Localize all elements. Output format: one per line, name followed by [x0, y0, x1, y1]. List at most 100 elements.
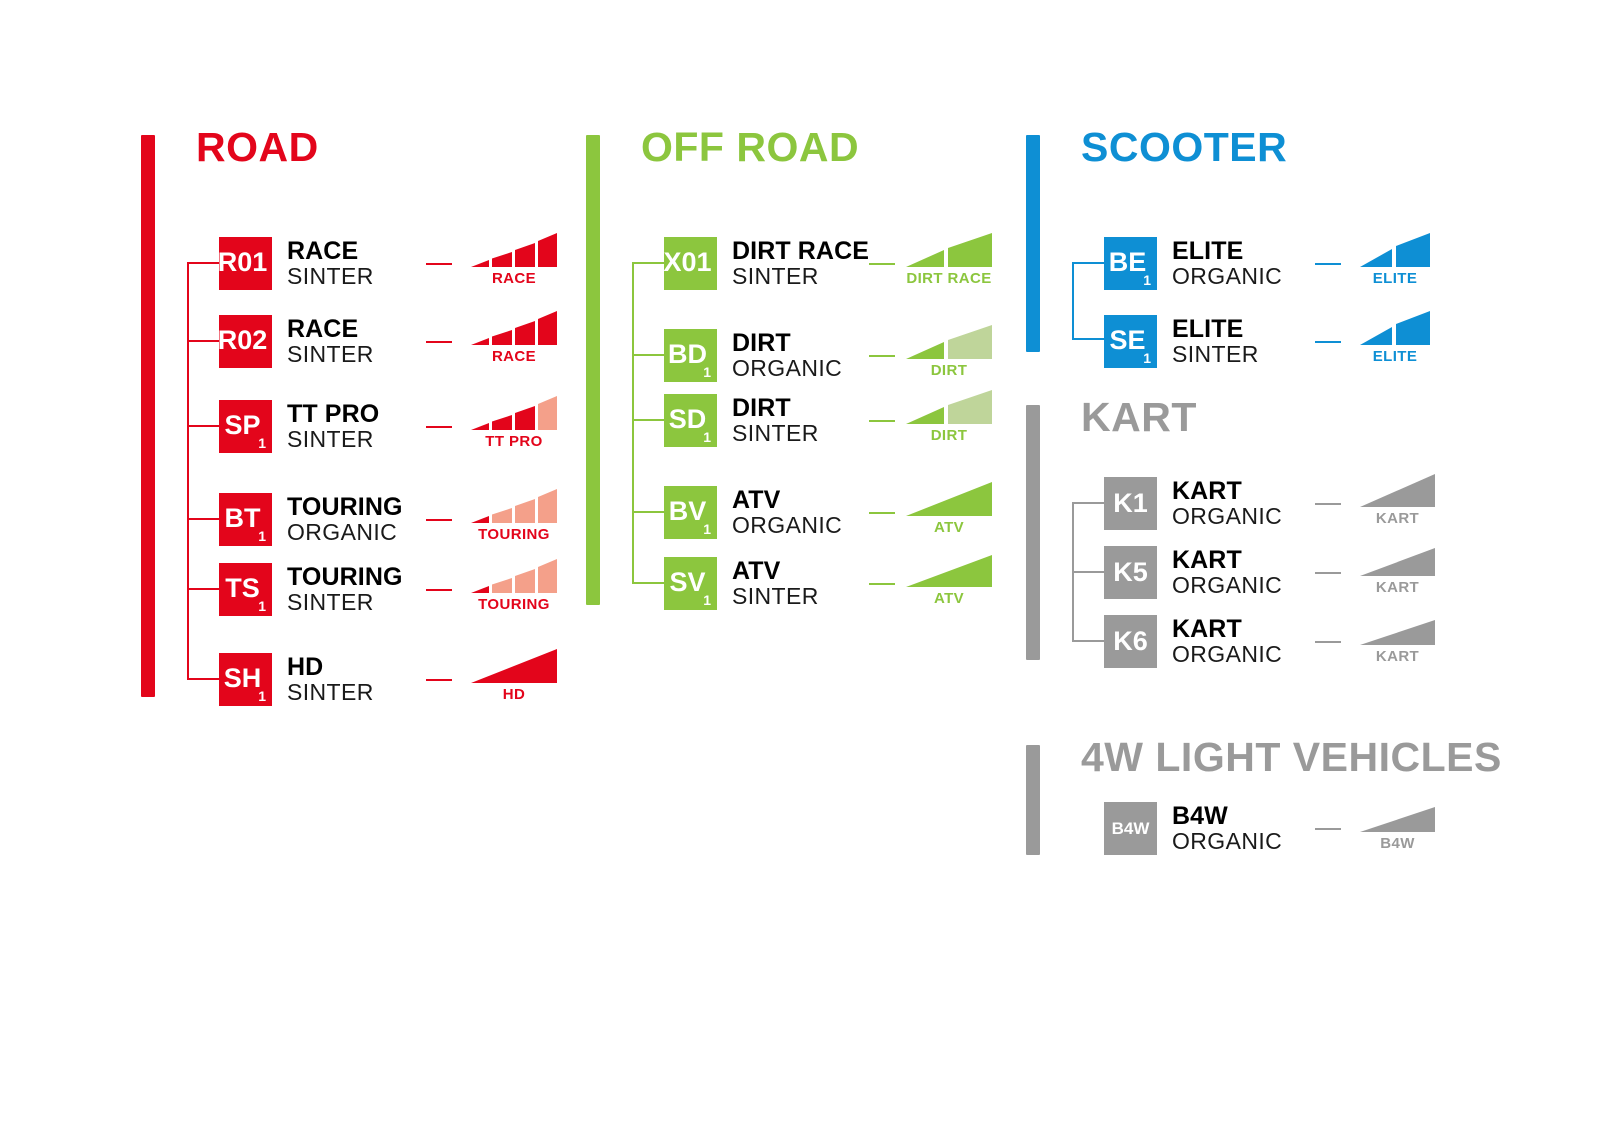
- product-code-badge[interactable]: R02: [217, 315, 272, 368]
- product-names: ATV ORGANIC: [732, 486, 842, 539]
- product-material: ORGANIC: [287, 519, 398, 545]
- product-code-suffix: 1: [258, 435, 266, 451]
- product-row[interactable]: TS 1 TOURING SINTER: [219, 563, 403, 616]
- performance-wedge: [906, 553, 992, 587]
- performance-bars: [471, 396, 557, 430]
- row-dash: [426, 341, 452, 343]
- product-material: SINTER: [732, 420, 819, 446]
- product-row[interactable]: BT 1 TOURING ORGANIC: [219, 493, 403, 546]
- product-material: SINTER: [287, 589, 374, 615]
- performance-indicator: DIRT: [906, 390, 992, 443]
- product-code-badge[interactable]: BV 1: [664, 486, 717, 539]
- performance-label: DIRT: [930, 427, 968, 444]
- column-offroad: OFF ROAD X01 DIRT RACE SINTER: [586, 127, 1006, 615]
- product-row[interactable]: SE 1 ELITE SINTER: [1104, 315, 1259, 368]
- product-row[interactable]: B4W B4W ORGANIC: [1104, 802, 1282, 855]
- product-code-badge[interactable]: B4W: [1104, 802, 1157, 855]
- product-code-badge[interactable]: SE 1: [1104, 315, 1157, 368]
- row-dash: [869, 263, 895, 265]
- product-row[interactable]: K5 KART ORGANIC: [1104, 546, 1282, 599]
- performance-label: TOURING: [478, 596, 550, 613]
- product-code: B4W: [1111, 819, 1150, 838]
- performance-bars: [906, 390, 992, 424]
- product-code: K5: [1113, 557, 1148, 587]
- column-accent-bar-kart: [1026, 405, 1040, 660]
- performance-indicator: HD: [471, 649, 557, 702]
- performance-label: ATV: [933, 519, 965, 536]
- product-code-suffix: 1: [258, 598, 266, 614]
- product-code: SP: [224, 410, 261, 440]
- product-row[interactable]: SV 1 ATV SINTER: [664, 557, 819, 610]
- row-dash: [869, 355, 895, 357]
- product-row[interactable]: SH 1 HD SINTER: [219, 653, 374, 706]
- product-name: ELITE: [1172, 315, 1244, 343]
- performance-indicator: DIRT: [906, 325, 992, 378]
- performance-indicator: ELITE: [1360, 233, 1430, 286]
- product-material: ORGANIC: [1172, 572, 1283, 598]
- product-row[interactable]: K6 KART ORGANIC: [1104, 615, 1282, 668]
- product-code-badge[interactable]: SD 1: [664, 394, 717, 447]
- product-code-suffix: 1: [258, 688, 266, 704]
- product-row[interactable]: K1 KART ORGANIC: [1104, 477, 1282, 530]
- product-name: RACE: [287, 315, 359, 343]
- product-code-badge[interactable]: SH 1: [219, 653, 272, 706]
- column-lightvehicles: 4W LIGHT VEHICLES B4W B4W ORGANIC B4W: [1026, 737, 1501, 865]
- row-dash: [426, 426, 452, 428]
- product-names: HD SINTER: [287, 653, 374, 706]
- column-accent-bar-lightvehicles: [1026, 745, 1040, 855]
- product-row[interactable]: BV 1 ATV ORGANIC: [664, 486, 842, 539]
- product-name: ATV: [732, 557, 781, 585]
- product-names: ELITE SINTER: [1172, 315, 1259, 368]
- performance-indicator: KART: [1360, 611, 1435, 664]
- product-code-badge[interactable]: X01: [663, 237, 717, 290]
- product-code-badge[interactable]: K1: [1104, 477, 1157, 530]
- product-names: B4W ORGANIC: [1172, 802, 1282, 855]
- product-code: BD: [668, 339, 707, 369]
- performance-bars: [471, 311, 557, 345]
- performance-label: DIRT RACE: [906, 270, 992, 287]
- product-row[interactable]: BD 1 DIRT ORGANIC: [664, 329, 842, 382]
- product-code-badge[interactable]: SV 1: [664, 557, 717, 610]
- product-name: KART: [1172, 546, 1242, 574]
- performance-label: B4W: [1380, 835, 1415, 852]
- column-title-kart: KART: [1081, 394, 1197, 440]
- product-material: SINTER: [287, 426, 374, 452]
- product-code-suffix: 1: [703, 521, 711, 537]
- product-code-badge[interactable]: BD 1: [664, 329, 717, 382]
- product-code-suffix: 1: [703, 592, 711, 608]
- column-title-offroad: OFF ROAD: [641, 124, 860, 170]
- product-code-badge[interactable]: BT 1: [219, 493, 272, 546]
- product-material: SINTER: [287, 341, 374, 367]
- performance-wedge: [906, 482, 992, 516]
- performance-indicator: TOURING: [471, 489, 557, 542]
- product-row[interactable]: BE 1 ELITE ORGANIC: [1104, 237, 1282, 290]
- product-row[interactable]: X01 DIRT RACE SINTER: [663, 237, 869, 290]
- performance-indicator: ELITE: [1360, 311, 1430, 364]
- product-code-badge[interactable]: SP 1: [219, 400, 272, 453]
- product-code-badge[interactable]: K5: [1104, 546, 1157, 599]
- product-code: R02: [217, 325, 268, 355]
- performance-bars: [471, 559, 557, 593]
- product-name: TOURING: [287, 563, 403, 591]
- product-code-badge[interactable]: K6: [1104, 615, 1157, 668]
- product-name: ELITE: [1172, 237, 1244, 265]
- product-code-badge[interactable]: R01: [218, 237, 272, 290]
- performance-label: RACE: [491, 348, 537, 365]
- product-code-badge[interactable]: BE 1: [1104, 237, 1157, 290]
- product-code-suffix: 1: [258, 528, 266, 544]
- performance-wedge: [1360, 611, 1435, 645]
- product-code-suffix: 1: [1143, 350, 1151, 366]
- product-row[interactable]: R01 RACE SINTER: [218, 237, 374, 290]
- product-names: KART ORGANIC: [1172, 546, 1282, 599]
- performance-label: TOURING: [478, 526, 550, 543]
- product-material: SINTER: [287, 263, 374, 289]
- product-code-badge[interactable]: TS 1: [219, 563, 272, 616]
- performance-label: KART: [1375, 579, 1420, 596]
- product-row[interactable]: SD 1 DIRT SINTER: [664, 394, 819, 447]
- product-code-suffix: 1: [703, 364, 711, 380]
- performance-label: KART: [1375, 648, 1420, 665]
- product-row[interactable]: SP 1 TT PRO SINTER: [219, 400, 379, 453]
- product-row[interactable]: R02 RACE SINTER: [217, 315, 374, 368]
- performance-label: ELITE: [1372, 270, 1418, 287]
- performance-bars: [906, 325, 992, 359]
